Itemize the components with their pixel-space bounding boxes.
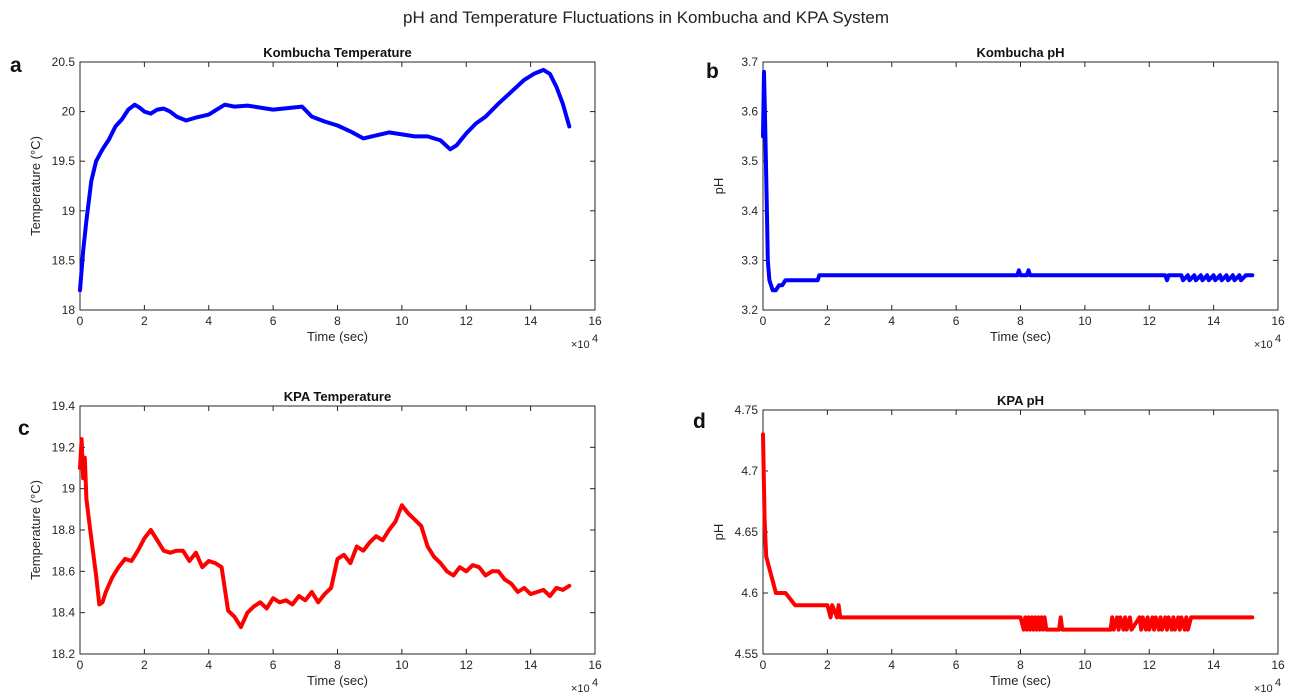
x-tick-label: 16 [588, 658, 602, 672]
x-tick-label: 10 [1078, 314, 1092, 328]
x-tick-label: 10 [1078, 658, 1092, 672]
y-tick-label: 19 [62, 204, 76, 218]
y-axis-label: Temperature (°C) [28, 136, 43, 236]
y-axis-label: Temperature (°C) [28, 480, 43, 580]
series-line [78, 67, 572, 293]
x-tick-label: 0 [760, 658, 767, 672]
x-tick-label: 14 [524, 658, 538, 672]
x-tick-label: 0 [760, 314, 767, 328]
x-tick-label: 6 [953, 658, 960, 672]
y-tick-label: 18.2 [52, 647, 76, 661]
x-tick-label: 2 [824, 314, 831, 328]
x-axis-multiplier-exponent: 4 [1275, 333, 1281, 345]
x-axis-label: Time (sec) [307, 329, 368, 344]
x-tick-label: 6 [270, 658, 277, 672]
y-tick-label: 18.6 [52, 564, 76, 578]
x-axis-multiplier-exponent: 4 [1275, 677, 1281, 689]
x-tick-label: 6 [953, 314, 960, 328]
y-tick-label: 20 [62, 105, 76, 119]
y-tick-label: 19 [62, 482, 76, 496]
x-axis-multiplier: ×10 [1254, 683, 1273, 695]
y-tick-label: 3.7 [741, 55, 758, 69]
series-line [78, 437, 572, 630]
series-line [761, 69, 1255, 293]
x-tick-label: 2 [824, 658, 831, 672]
x-tick-label: 14 [524, 314, 538, 328]
x-axis-multiplier-exponent: 4 [592, 333, 598, 345]
x-tick-label: 4 [205, 658, 212, 672]
y-axis-label: pH [711, 178, 726, 195]
x-tick-label: 4 [205, 314, 212, 328]
x-tick-label: 8 [1017, 314, 1024, 328]
y-axis-label: pH [711, 524, 726, 541]
y-tick-label: 4.6 [741, 586, 758, 600]
panel-letter: d [693, 410, 706, 433]
panel-c-kpa-temperature: 0 2 4 6 8 10 12 14 16 18.2 18.4 18.6 18.8 19 19.2 19.4 K… [18, 389, 602, 695]
panel-b-kombucha-ph: 0 2 4 6 8 10 12 14 16 3.2 3.3 3.4 3.5 3.6 3.7 Kombucha … [706, 45, 1285, 351]
x-axis-label: Time (sec) [990, 329, 1051, 344]
x-tick-label: 6 [270, 314, 277, 328]
x-tick-label: 2 [141, 314, 148, 328]
y-tick-label: 4.75 [735, 403, 759, 417]
x-tick-label: 12 [460, 314, 474, 328]
x-tick-label: 14 [1207, 314, 1221, 328]
x-tick-label: 10 [395, 314, 409, 328]
x-tick-label: 10 [395, 658, 409, 672]
y-tick-label: 3.4 [741, 204, 758, 218]
x-tick-label: 4 [888, 658, 895, 672]
x-tick-label: 12 [1143, 314, 1157, 328]
y-tick-label: 3.3 [741, 253, 758, 267]
x-tick-label: 16 [1271, 314, 1285, 328]
y-tick-label: 4.55 [735, 647, 759, 661]
x-axis-multiplier: ×10 [1254, 339, 1273, 351]
y-tick-label: 18.4 [52, 606, 76, 620]
y-tick-label: 19.4 [52, 399, 76, 413]
series-line [761, 432, 1255, 632]
x-tick-label: 16 [1271, 658, 1285, 672]
y-tick-label: 3.5 [741, 154, 758, 168]
y-tick-label: 4.65 [735, 525, 759, 539]
panel-title: Kombucha Temperature [263, 45, 412, 60]
x-tick-label: 8 [334, 314, 341, 328]
y-tick-label: 3.2 [741, 303, 758, 317]
panel-letter: c [18, 417, 30, 440]
x-tick-label: 4 [888, 314, 895, 328]
y-tick-label: 18.5 [52, 253, 76, 267]
x-tick-label: 12 [1143, 658, 1157, 672]
y-tick-label: 4.7 [741, 464, 758, 478]
plot-area [79, 61, 596, 311]
x-tick-label: 8 [1017, 658, 1024, 672]
y-tick-label: 3.6 [741, 105, 758, 119]
panel-title: Kombucha pH [976, 45, 1064, 60]
panel-title: KPA Temperature [284, 389, 391, 404]
x-tick-label: 16 [588, 314, 602, 328]
x-axis-label: Time (sec) [307, 673, 368, 688]
x-tick-label: 12 [460, 658, 474, 672]
x-axis-multiplier: ×10 [571, 683, 590, 695]
y-tick-label: 20.5 [52, 55, 76, 69]
plot-area [762, 61, 1279, 311]
figure-title: pH and Temperature Fluctuations in Kombu… [403, 8, 889, 27]
x-axis-multiplier-exponent: 4 [592, 677, 598, 689]
x-tick-label: 0 [77, 658, 84, 672]
panel-letter: b [706, 60, 719, 83]
x-tick-label: 14 [1207, 658, 1221, 672]
y-tick-label: 18 [62, 303, 76, 317]
x-tick-label: 8 [334, 658, 341, 672]
panel-a-kombucha-temperature: 0 2 4 6 8 10 12 14 16 18 18.5 19 19.5 20 20.5 Kombucha … [10, 45, 602, 351]
x-tick-label: 0 [77, 314, 84, 328]
panel-d-kpa-ph: 0 2 4 6 8 10 12 14 16 4.55 4.6 4.65 4.7 4.75 KPA pH d Ti… [693, 393, 1285, 695]
x-axis-multiplier: ×10 [571, 339, 590, 351]
x-tick-label: 2 [141, 658, 148, 672]
panel-letter: a [10, 54, 22, 77]
y-tick-label: 18.8 [52, 523, 76, 537]
plot-area [79, 405, 596, 655]
y-tick-label: 19.2 [52, 440, 76, 454]
panel-title: KPA pH [997, 393, 1044, 408]
y-tick-label: 19.5 [52, 154, 76, 168]
x-axis-label: Time (sec) [990, 673, 1051, 688]
